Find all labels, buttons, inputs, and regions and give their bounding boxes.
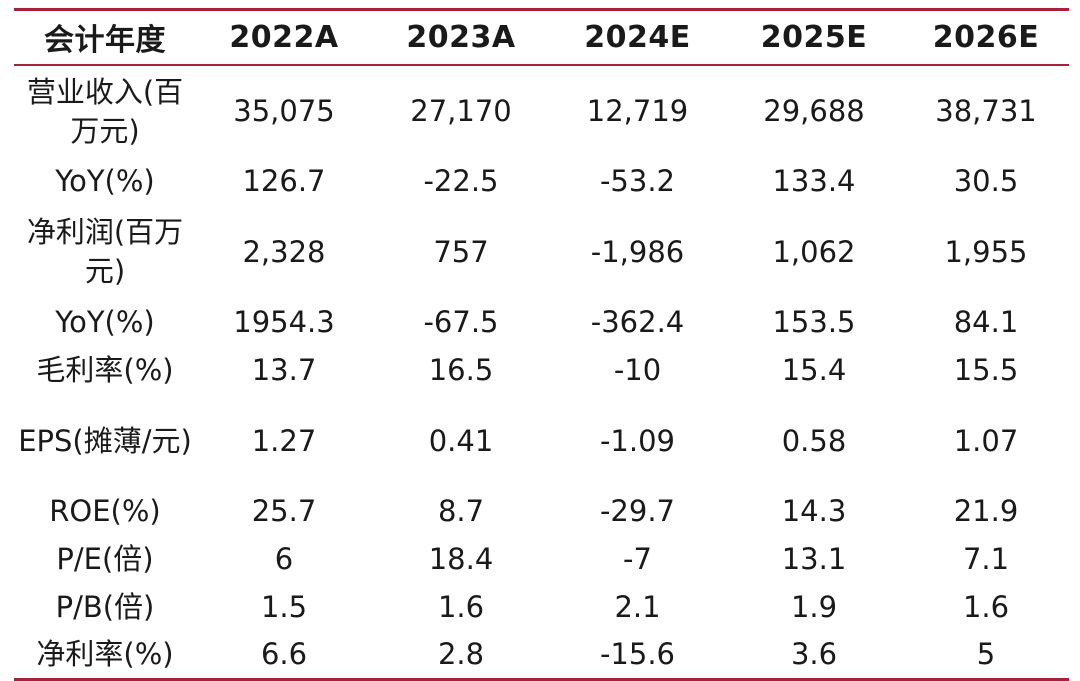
table-cell: 1,955 (944, 234, 1028, 269)
table-cell: 35,075 (233, 94, 335, 128)
header-cell-2024e: 2024E (584, 19, 691, 55)
row-label: YoY(%) (55, 164, 155, 198)
table-row: YoY(%) 126.7 -22.5 -53.2 133.4 30.5 (14, 158, 1069, 206)
row-label: ROE(%) (49, 494, 161, 528)
header-cell-2025e: 2025E (760, 19, 868, 55)
table-cell: 14.3 (781, 494, 847, 528)
table-cell: 6 (274, 542, 294, 576)
table-cell: 21.9 (953, 494, 1019, 528)
table-cell: -22.5 (423, 164, 499, 198)
table-cell: 29,688 (763, 94, 865, 128)
table-cell: 38,731 (935, 94, 1037, 128)
table-cell: 1.5 (260, 590, 308, 624)
table-cell: -1.09 (599, 423, 676, 458)
table-row: 营业收入(百万元) 35,075 27,170 12,719 29,688 38… (14, 65, 1069, 158)
table-cell: 13.1 (781, 542, 847, 576)
table-cell: 8.7 (437, 494, 485, 528)
header-cell-2026e: 2026E (932, 19, 1040, 55)
table-cell: -7 (623, 542, 652, 576)
financial-forecast-table-container: 会计年度 2022A 2023A 2024E 2025E 2026E 营业收入(… (14, 8, 1069, 681)
table-cell: 133.4 (772, 164, 856, 198)
table-row: ROE(%) 25.7 8.7 -29.7 14.3 21.9 (14, 488, 1069, 536)
row-label: EPS(摊薄/元) (18, 423, 192, 458)
table-cell: 7.1 (962, 542, 1010, 576)
row-label: 净利润(百万元) (26, 215, 184, 288)
table-cell: 15.4 (781, 353, 847, 387)
table-header-row: 会计年度 2022A 2023A 2024E 2025E 2026E (14, 9, 1069, 65)
row-label: 营业收入(百万元) (26, 74, 184, 148)
financial-forecast-table: 会计年度 2022A 2023A 2024E 2025E 2026E 营业收入(… (14, 8, 1069, 681)
table-cell: -1,986 (590, 234, 685, 269)
table-cell: 84.1 (953, 305, 1019, 339)
row-label: 净利率(%) (36, 637, 174, 672)
table-row: P/E(倍) 6 18.4 -7 13.1 7.1 (14, 536, 1069, 584)
table-cell: 1.9 (790, 590, 838, 624)
table-cell: 3.6 (790, 637, 838, 672)
header-cell-2023a: 2023A (406, 19, 516, 55)
table-cell: 1.27 (251, 423, 317, 458)
table-cell: -362.4 (590, 305, 685, 339)
table-cell: 27,170 (410, 94, 512, 128)
table-cell: 2.8 (437, 637, 485, 672)
row-label: YoY(%) (55, 305, 155, 339)
table-cell: 2,328 (242, 234, 326, 269)
table-cell: 0.58 (781, 423, 847, 458)
table-cell: 0.41 (428, 423, 494, 458)
table-cell: 18.4 (428, 542, 494, 576)
header-cell-2022a: 2022A (229, 19, 339, 55)
table-cell: -15.6 (599, 637, 676, 672)
table-row: 净利率(%) 6.6 2.8 -15.6 3.6 5 (14, 632, 1069, 680)
table-cell: -53.2 (599, 164, 676, 198)
table-cell: -29.7 (599, 494, 676, 528)
table-row: P/B(倍) 1.5 1.6 2.1 1.9 1.6 (14, 584, 1069, 632)
table-row: EPS(摊薄/元) 1.27 0.41 -1.09 0.58 1.07 (14, 395, 1069, 488)
table-row: YoY(%) 1954.3 -67.5 -362.4 153.5 84.1 (14, 299, 1069, 347)
table-cell: 5 (976, 637, 996, 672)
table-cell: 1.07 (953, 423, 1019, 458)
row-label: 毛利率(%) (36, 353, 174, 387)
table-cell: 16.5 (428, 353, 494, 387)
table-cell: -10 (613, 353, 662, 387)
table-row: 净利润(百万元) 2,328 757 -1,986 1,062 1,955 (14, 206, 1069, 299)
table-cell: 12,719 (586, 94, 689, 128)
table-cell: 153.5 (772, 305, 856, 339)
table-cell: 757 (433, 234, 489, 269)
table-cell: 25.7 (251, 494, 317, 528)
table-cell: 1.6 (437, 590, 485, 624)
table-cell: 15.5 (953, 353, 1019, 387)
table-cell: -67.5 (423, 305, 499, 339)
table-cell: 126.7 (242, 164, 326, 198)
row-label: P/B(倍) (55, 590, 155, 624)
table-cell: 1,062 (772, 234, 856, 269)
table-row: 毛利率(%) 13.7 16.5 -10 15.4 15.5 (14, 347, 1069, 395)
row-label: P/E(倍) (56, 542, 154, 576)
table-cell: 2.1 (614, 590, 661, 624)
table-cell: 30.5 (953, 164, 1019, 198)
table-cell: 1.6 (962, 590, 1010, 624)
header-cell-fiscal-year: 会计年度 (44, 23, 166, 59)
table-cell: 1954.3 (233, 305, 335, 339)
table-cell: 6.6 (260, 637, 308, 672)
table-cell: 13.7 (251, 353, 317, 387)
